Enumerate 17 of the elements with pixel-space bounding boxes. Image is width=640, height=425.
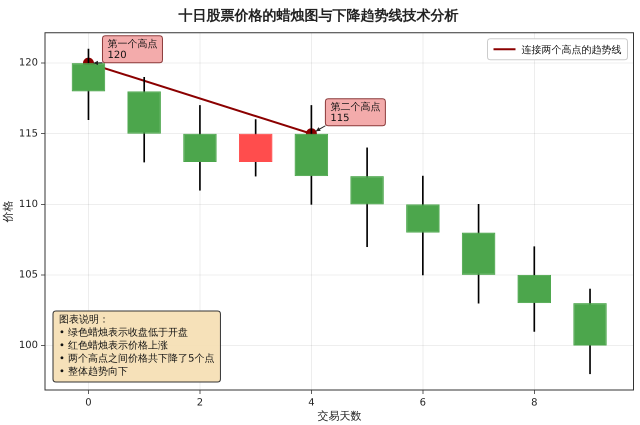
chart-title: 十日股票价格的蜡烛图与下降趋势线技术分析 — [178, 8, 458, 24]
annotation: 第一个高点 120 — [107, 38, 158, 61]
annotation: 图表说明： • 绿色蜡烛表示收盘低于开盘 • 红色蜡烛表示价格上涨 • 两个高点之间价格共下降了5个点 • 整体趋势向下 — [59, 314, 214, 378]
y-tick-label: 120 — [18, 58, 38, 69]
legend-label: 连接两个高点的趋势线 — [522, 44, 622, 56]
annotation: 第二个高点 115 — [330, 100, 380, 124]
x-tick-label: 0 — [85, 398, 92, 409]
y-tick-label: 105 — [18, 270, 38, 281]
x-tick-label: 6 — [420, 398, 426, 409]
x-tick-label: 4 — [308, 398, 315, 409]
x-axis-title: 交易天数 — [317, 409, 362, 422]
x-tick-label: 2 — [196, 398, 204, 409]
y-tick-label: 110 — [18, 198, 38, 210]
x-tick-label: 8 — [531, 398, 538, 409]
y-axis-title: 价格 — [1, 200, 14, 224]
y-tick-label: 115 — [18, 128, 38, 140]
y-tick-label: 100 — [18, 340, 38, 352]
